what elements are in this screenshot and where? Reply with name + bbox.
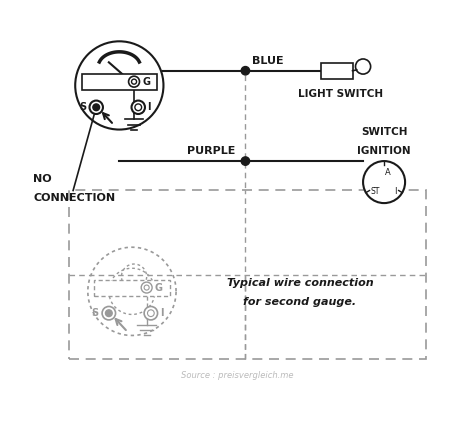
Circle shape (144, 307, 157, 320)
Circle shape (147, 310, 154, 316)
Text: ST: ST (370, 187, 380, 196)
Text: S: S (79, 102, 86, 112)
Text: NO: NO (33, 174, 52, 184)
Text: CONNECTION: CONNECTION (33, 193, 115, 203)
Bar (321, 63, 353, 79)
Text: I: I (394, 187, 397, 196)
Text: for second gauge.: for second gauge. (244, 297, 356, 307)
Circle shape (90, 101, 103, 114)
Text: LIGHT SWITCH: LIGHT SWITCH (299, 89, 383, 99)
Text: S: S (91, 308, 99, 318)
Circle shape (131, 101, 145, 114)
Text: I: I (160, 308, 164, 318)
Text: Typical wire connection: Typical wire connection (227, 278, 374, 288)
Text: IGNITION: IGNITION (357, 146, 411, 156)
Text: A: A (385, 168, 391, 177)
Circle shape (106, 310, 112, 316)
Text: SWITCH: SWITCH (361, 127, 407, 137)
Bar (94, 280, 170, 296)
Circle shape (135, 104, 142, 111)
Circle shape (102, 307, 116, 320)
Circle shape (141, 282, 152, 293)
Circle shape (241, 66, 250, 75)
Circle shape (131, 79, 137, 84)
Text: I: I (147, 102, 151, 112)
Text: PURPLE: PURPLE (187, 146, 235, 156)
Text: Source : preisvergleich.me: Source : preisvergleich.me (181, 371, 293, 380)
Text: BLUE: BLUE (252, 56, 283, 66)
Circle shape (128, 76, 139, 87)
Circle shape (241, 157, 250, 165)
Circle shape (93, 104, 100, 111)
Circle shape (363, 161, 405, 203)
Bar (69, 190, 426, 359)
Text: G: G (142, 77, 150, 87)
Bar (82, 74, 157, 90)
Circle shape (144, 285, 149, 290)
Text: G: G (155, 283, 163, 293)
